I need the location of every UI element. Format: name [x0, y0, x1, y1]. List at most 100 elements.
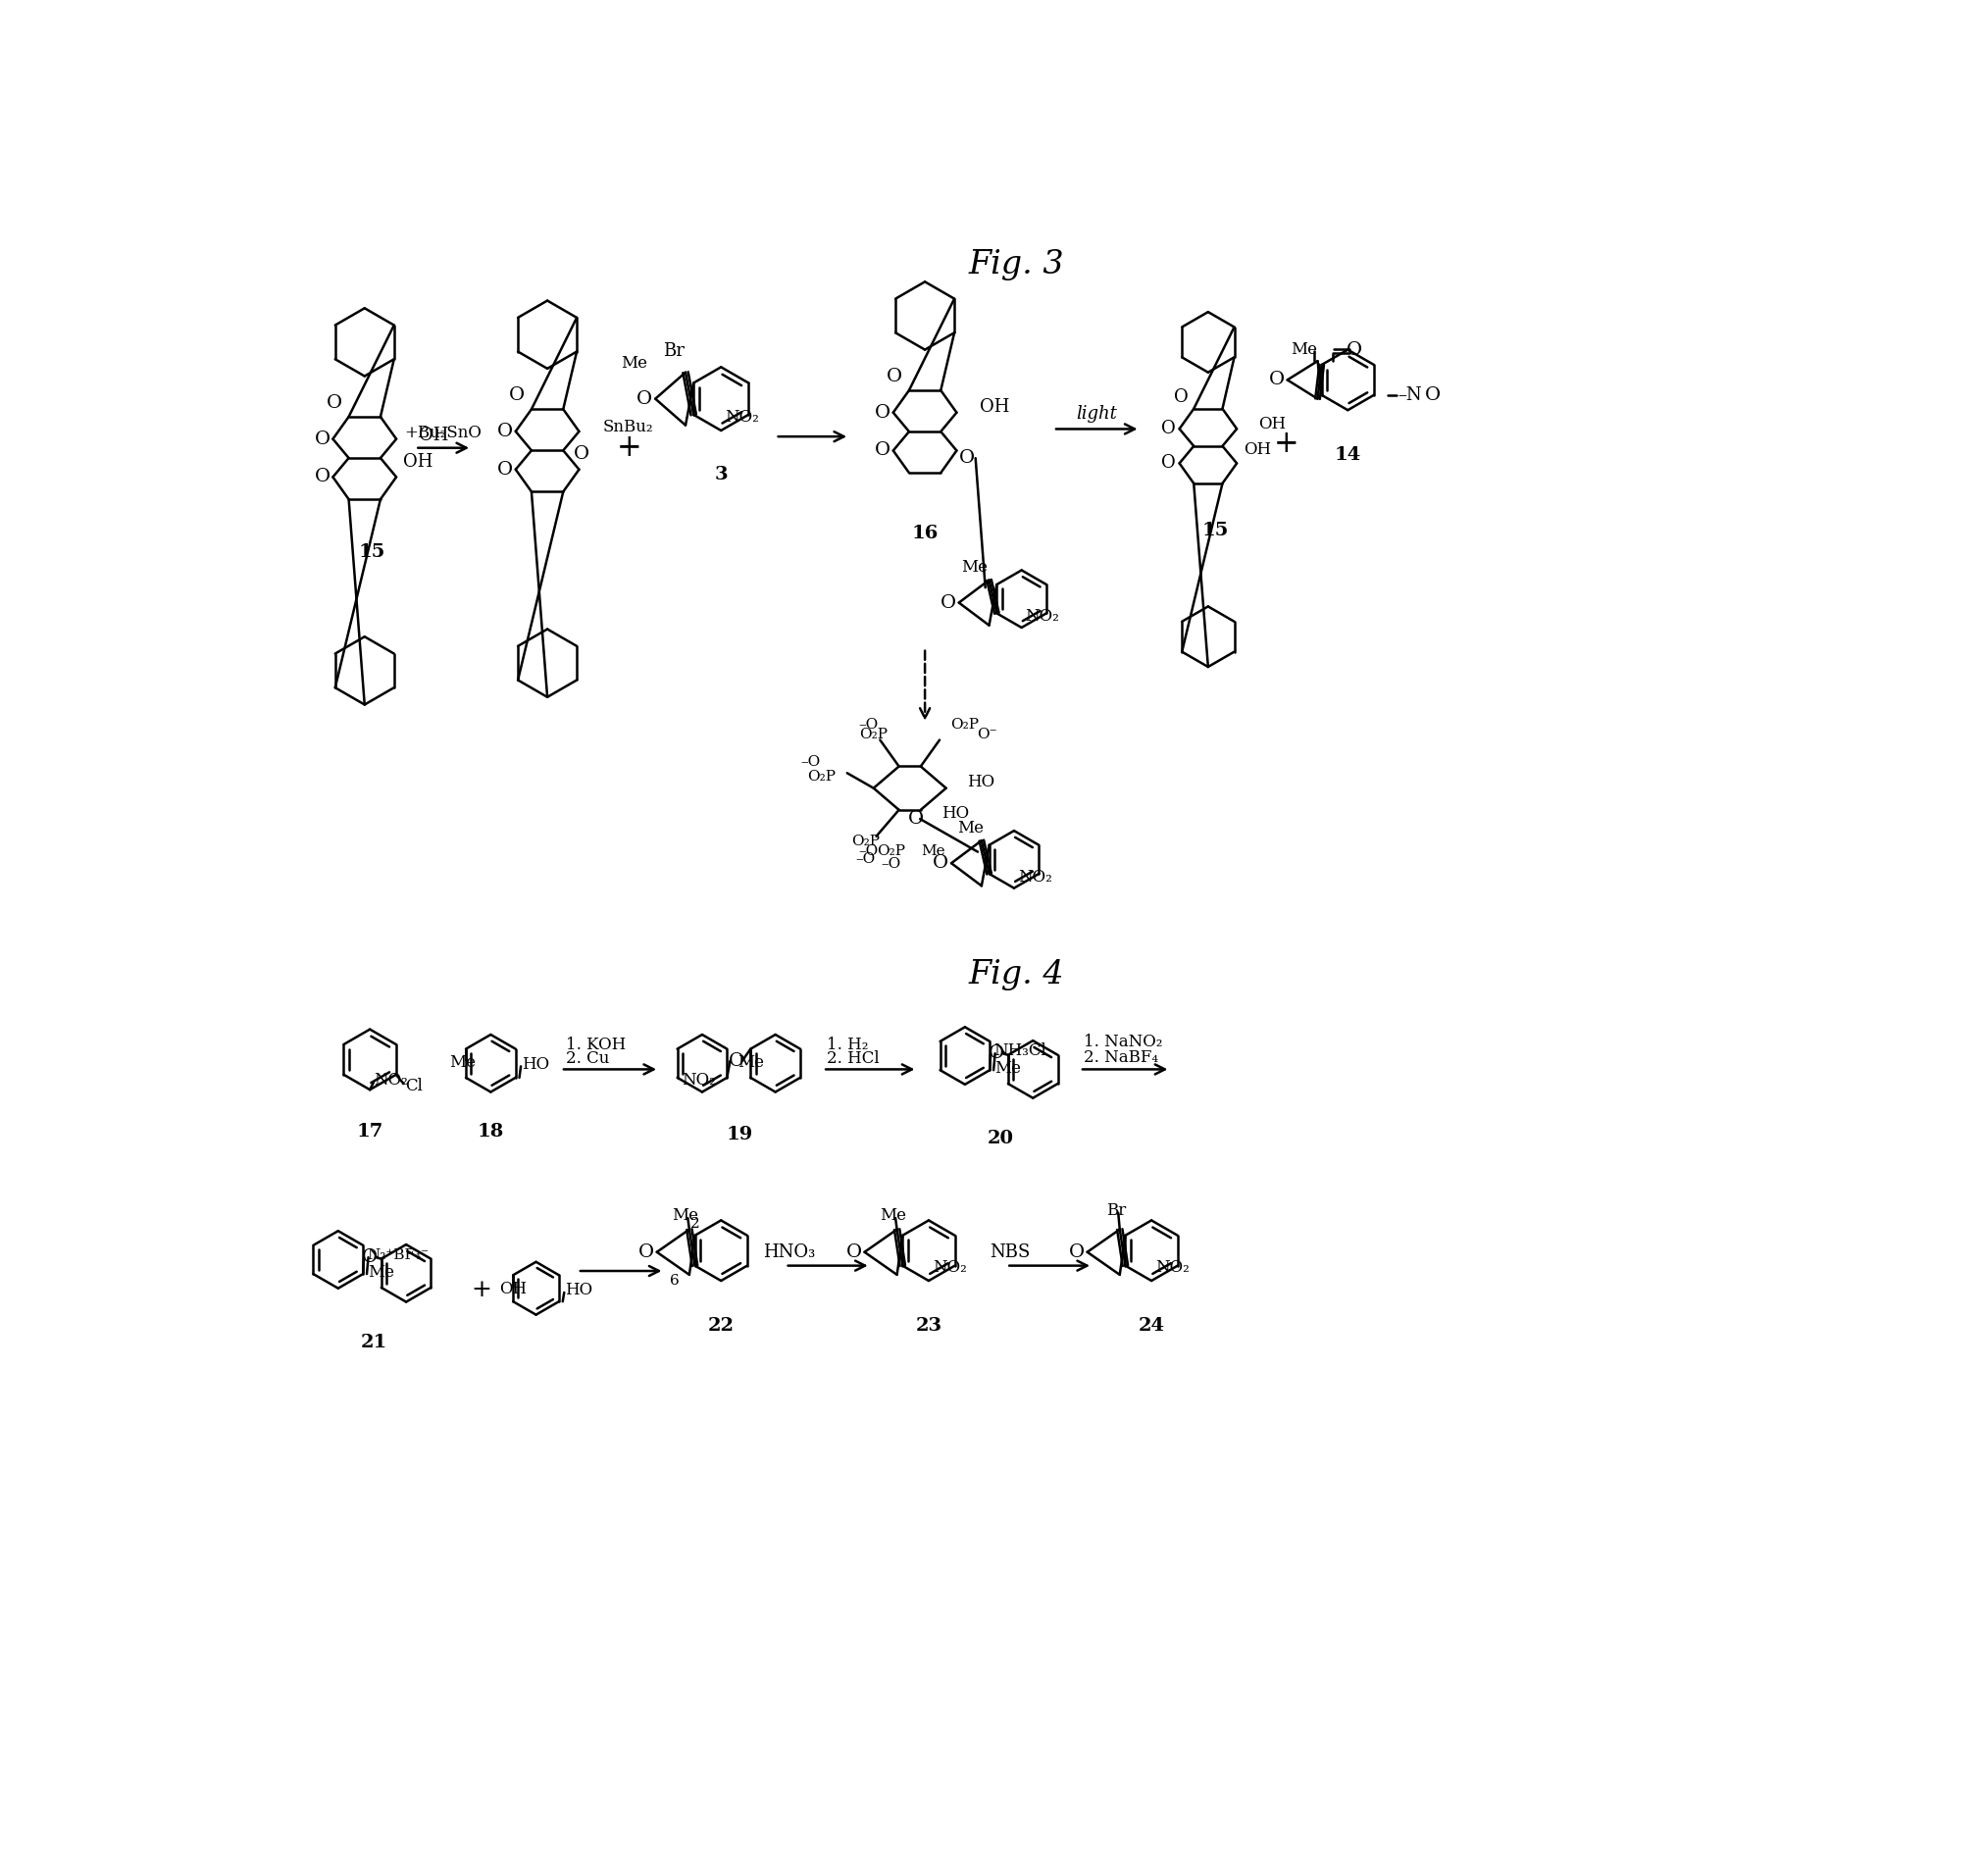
Text: O: O [639, 1244, 654, 1261]
Text: OH: OH [1243, 441, 1271, 458]
Text: Me: Me [880, 1208, 906, 1225]
Text: O: O [1162, 420, 1176, 437]
Text: OH: OH [980, 398, 1009, 415]
Text: 1. NaNO₂: 1. NaNO₂ [1083, 1034, 1162, 1051]
Text: 24: 24 [1138, 1317, 1164, 1336]
Text: 19: 19 [726, 1126, 754, 1144]
Text: Br: Br [664, 343, 684, 360]
Text: O₂P: O₂P [807, 769, 835, 784]
Text: O: O [875, 403, 890, 422]
Text: HO: HO [942, 805, 970, 822]
Text: NO₂: NO₂ [682, 1073, 716, 1088]
Text: O₂P: O₂P [851, 835, 880, 848]
Text: 2. Cu: 2. Cu [567, 1051, 609, 1067]
Text: O: O [908, 810, 924, 827]
Text: O⁻: O⁻ [978, 728, 997, 741]
Text: O: O [940, 595, 956, 612]
Text: +Bu₂SnO: +Bu₂SnO [405, 424, 482, 441]
Text: 1. H₂: 1. H₂ [827, 1036, 869, 1052]
Text: O: O [960, 450, 976, 467]
Text: O₂P: O₂P [876, 844, 906, 859]
Text: OH: OH [1257, 416, 1285, 433]
Text: 21: 21 [361, 1334, 387, 1351]
Text: 2: 2 [690, 1216, 700, 1231]
Text: O: O [573, 445, 589, 463]
Text: NO₂: NO₂ [1156, 1259, 1190, 1276]
Text: Me: Me [621, 355, 648, 371]
Text: OH: OH [500, 1279, 527, 1296]
Text: OH: OH [418, 426, 448, 445]
Text: +: + [1273, 430, 1299, 460]
Text: N₂⁺BF₄⁻: N₂⁺BF₄⁻ [367, 1248, 428, 1263]
Text: 3: 3 [714, 465, 728, 484]
Text: 14: 14 [1335, 446, 1360, 463]
Text: O: O [847, 1244, 863, 1261]
Text: NH₃Cl: NH₃Cl [993, 1043, 1047, 1060]
Text: O: O [1069, 1244, 1085, 1261]
Text: O: O [315, 430, 331, 448]
Text: Me: Me [922, 844, 946, 859]
Text: –N: –N [1398, 386, 1422, 403]
Text: 15: 15 [1202, 522, 1229, 538]
Text: Me: Me [738, 1054, 763, 1071]
Text: +: + [470, 1279, 492, 1302]
Text: O: O [1426, 386, 1442, 403]
Text: HO: HO [968, 773, 995, 790]
Text: NO₂: NO₂ [726, 409, 759, 426]
Text: 15: 15 [359, 544, 385, 561]
Text: Me: Me [448, 1054, 476, 1071]
Text: NO₂: NO₂ [1025, 608, 1059, 625]
Text: O: O [875, 441, 890, 460]
Text: O₂P: O₂P [859, 728, 888, 741]
Text: SnBu₂: SnBu₂ [603, 418, 654, 435]
Text: O: O [728, 1052, 744, 1069]
Text: Br: Br [1107, 1203, 1126, 1219]
Text: –O: –O [882, 857, 902, 870]
Text: Cl: Cl [405, 1077, 422, 1094]
Text: O: O [1269, 371, 1285, 388]
Text: 2. HCl: 2. HCl [827, 1051, 878, 1067]
Text: O: O [498, 422, 514, 441]
Text: O: O [1174, 388, 1188, 405]
Text: NBS: NBS [990, 1244, 1029, 1261]
Text: O: O [1162, 454, 1176, 473]
Text: O: O [886, 368, 902, 386]
Text: Me: Me [1291, 341, 1317, 358]
Text: O₂P: O₂P [952, 719, 980, 732]
Text: Me: Me [960, 559, 988, 576]
Text: Me: Me [995, 1060, 1021, 1077]
Text: O: O [363, 1249, 379, 1266]
Text: –O: –O [859, 719, 878, 732]
Text: –O: –O [859, 844, 878, 859]
Text: 23: 23 [916, 1317, 942, 1336]
Text: 18: 18 [478, 1122, 504, 1141]
Text: Me: Me [369, 1264, 395, 1281]
Text: HO: HO [565, 1281, 593, 1298]
Text: Fig. 4: Fig. 4 [968, 959, 1065, 991]
Text: O: O [932, 854, 948, 872]
Text: Fig. 3: Fig. 3 [968, 250, 1065, 280]
Text: HNO₃: HNO₃ [763, 1244, 815, 1261]
Text: –O: –O [855, 852, 875, 867]
Text: 6: 6 [670, 1274, 678, 1287]
Text: Me: Me [958, 820, 984, 837]
Text: +: + [617, 433, 641, 463]
Text: O: O [498, 461, 514, 478]
Text: O: O [637, 390, 652, 407]
Text: Me: Me [672, 1208, 698, 1225]
Text: 17: 17 [357, 1122, 383, 1141]
Text: light: light [1077, 405, 1118, 422]
Text: NO₂: NO₂ [373, 1073, 408, 1088]
Text: 2. NaBF₄: 2. NaBF₄ [1083, 1049, 1158, 1066]
Text: O: O [327, 394, 343, 413]
Text: NO₂: NO₂ [932, 1259, 966, 1276]
Text: O: O [510, 386, 525, 405]
Text: 1. KOH: 1. KOH [567, 1036, 627, 1052]
Text: 22: 22 [708, 1317, 734, 1336]
Text: 16: 16 [912, 525, 938, 542]
Text: 20: 20 [988, 1129, 1013, 1148]
Text: HO: HO [522, 1056, 549, 1073]
Text: –O: –O [801, 754, 821, 769]
Text: NO₂: NO₂ [1017, 869, 1051, 885]
Text: OH: OH [403, 452, 432, 471]
